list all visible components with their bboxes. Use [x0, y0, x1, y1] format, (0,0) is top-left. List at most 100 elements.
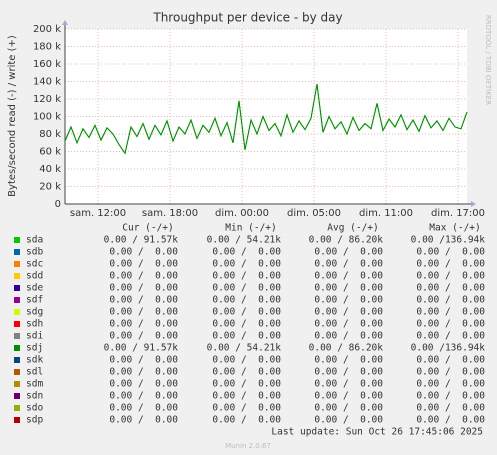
y-tick-label: 180 k [33, 42, 61, 53]
legend-name: sdc [26, 259, 43, 270]
chart-title: Throughput per device - by day [152, 11, 342, 25]
legend-stat: 0.00 / 0.00 [314, 283, 383, 294]
legend-swatch [14, 249, 20, 255]
legend-name: sdo [26, 403, 43, 414]
column-header: Cur (-/+) [122, 223, 173, 234]
legend-stat: 0.00 / 0.00 [109, 283, 178, 294]
legend-stat: 0.00 / 0.00 [416, 295, 485, 306]
y-tick-label: 100 k [33, 112, 61, 123]
legend-stat: 0.00 / 0.00 [314, 307, 383, 318]
legend-name: sdk [26, 355, 43, 366]
legend-stat: 0.00 / 0.00 [212, 271, 281, 282]
x-tick-label: dim. 05:00 [287, 208, 341, 219]
axis-arrow [62, 20, 68, 25]
legend-stat: 0.00 / 91.57k [104, 343, 179, 354]
x-tick-label: sam. 12:00 [70, 208, 126, 219]
legend-stat: 0.00 / 0.00 [416, 355, 485, 366]
legend-stat: 0.00 / 0.00 [416, 259, 485, 270]
legend-stat: 0.00 / 0.00 [416, 319, 485, 330]
legend-swatch [14, 261, 20, 267]
y-tick-label: 160 k [33, 59, 61, 70]
legend-stat: 0.00 / 0.00 [212, 355, 281, 366]
y-tick-label: 80 k [39, 129, 61, 140]
legend-stat: 0.00 / 0.00 [109, 307, 178, 318]
legend-stat: 0.00 / 91.57k [104, 235, 179, 246]
legend-swatch [14, 405, 20, 411]
legend-stat: 0.00 / 0.00 [109, 247, 178, 258]
legend-stat: 0.00 / 0.00 [212, 331, 281, 342]
legend-stat: 0.00 / 0.00 [416, 403, 485, 414]
legend-swatch [14, 273, 20, 279]
legend-name: sda [26, 235, 43, 246]
last-update: Last update: Sun Oct 26 17:45:06 2025 [271, 427, 483, 438]
side-text: RRDTOOL / TOBI OETIKER [484, 15, 492, 105]
legend-name: sdp [26, 415, 43, 426]
legend-stat: 0.00 / 0.00 [212, 307, 281, 318]
y-axis-label: Bytes/second read (-) / write (+) [7, 35, 18, 197]
legend-swatch [14, 309, 20, 315]
legend-swatch [14, 369, 20, 375]
x-tick-label: dim. 17:00 [431, 208, 485, 219]
series-line [64, 84, 468, 155]
legend-stat: 0.00 / 0.00 [314, 415, 383, 426]
legend-swatch [14, 417, 20, 423]
y-tick-label: 200 k [33, 24, 61, 35]
legend-stat: 0.00 / 0.00 [416, 379, 485, 390]
legend-stat: 0.00 / 0.00 [416, 391, 485, 402]
legend-stat: 0.00 /136.94k [411, 343, 486, 354]
legend-stat: 0.00 / 0.00 [314, 247, 383, 258]
column-header: Max (-/+) [429, 223, 480, 234]
legend-stat: 0.00 / 0.00 [212, 391, 281, 402]
legend-swatch [14, 297, 20, 303]
legend-stat: 0.00 / 0.00 [109, 379, 178, 390]
legend-stat: 0.00 / 54.21k [207, 343, 282, 354]
legend-stat: 0.00 / 0.00 [314, 355, 383, 366]
legend-stat: 0.00 / 0.00 [212, 259, 281, 270]
legend-stat: 0.00 / 0.00 [314, 391, 383, 402]
legend-stat: 0.00 / 0.00 [416, 367, 485, 378]
y-tick-label: 20 k [39, 182, 61, 193]
legend-name: sdj [26, 343, 43, 354]
legend-stat: 0.00 / 0.00 [416, 271, 485, 282]
legend-swatch [14, 381, 20, 387]
legend-stat: 0.00 / 86.20k [309, 235, 384, 246]
legend-stat: 0.00 / 0.00 [314, 379, 383, 390]
legend-swatch [14, 333, 20, 339]
legend-swatch [14, 357, 20, 363]
legend-name: sdh [26, 319, 43, 330]
legend-name: sdg [26, 307, 43, 318]
y-tick-label: 60 k [39, 147, 61, 158]
legend-stat: 0.00 / 0.00 [109, 295, 178, 306]
legend-swatch [14, 237, 20, 243]
legend-name: sdn [26, 391, 43, 402]
y-tick-label: 0 [55, 199, 61, 210]
legend-stat: 0.00 / 0.00 [109, 415, 178, 426]
x-tick-label: sam. 18:00 [142, 208, 198, 219]
legend-swatch [14, 345, 20, 351]
legend-stat: 0.00 / 0.00 [416, 415, 485, 426]
legend-swatch [14, 321, 20, 327]
x-tick-label: dim. 11:00 [359, 208, 413, 219]
legend-stat: 0.00 / 0.00 [416, 283, 485, 294]
legend-stat: 0.00 / 0.00 [416, 331, 485, 342]
legend-stat: 0.00 / 0.00 [109, 403, 178, 414]
legend-stat: 0.00 / 0.00 [314, 367, 383, 378]
y-tick-label: 140 k [33, 77, 61, 88]
legend-stat: 0.00 / 0.00 [212, 403, 281, 414]
legend-name: sdb [26, 247, 43, 258]
footer: Munin 2.0.67 [225, 442, 271, 450]
column-header: Min (-/+) [225, 223, 276, 234]
y-tick-label: 120 k [33, 94, 61, 105]
legend-stat: 0.00 / 54.21k [207, 235, 282, 246]
legend-stat: 0.00 / 0.00 [212, 379, 281, 390]
legend-name: sdf [26, 295, 43, 306]
legend-name: sdd [26, 271, 43, 282]
legend-name: sdi [26, 331, 43, 342]
legend-stat: 0.00 / 0.00 [212, 247, 281, 258]
legend-stat: 0.00 / 0.00 [212, 319, 281, 330]
legend-stat: 0.00 / 0.00 [109, 355, 178, 366]
legend-stat: 0.00 /136.94k [411, 235, 486, 246]
y-tick-label: 40 k [39, 164, 61, 175]
axis-arrow [471, 201, 476, 207]
